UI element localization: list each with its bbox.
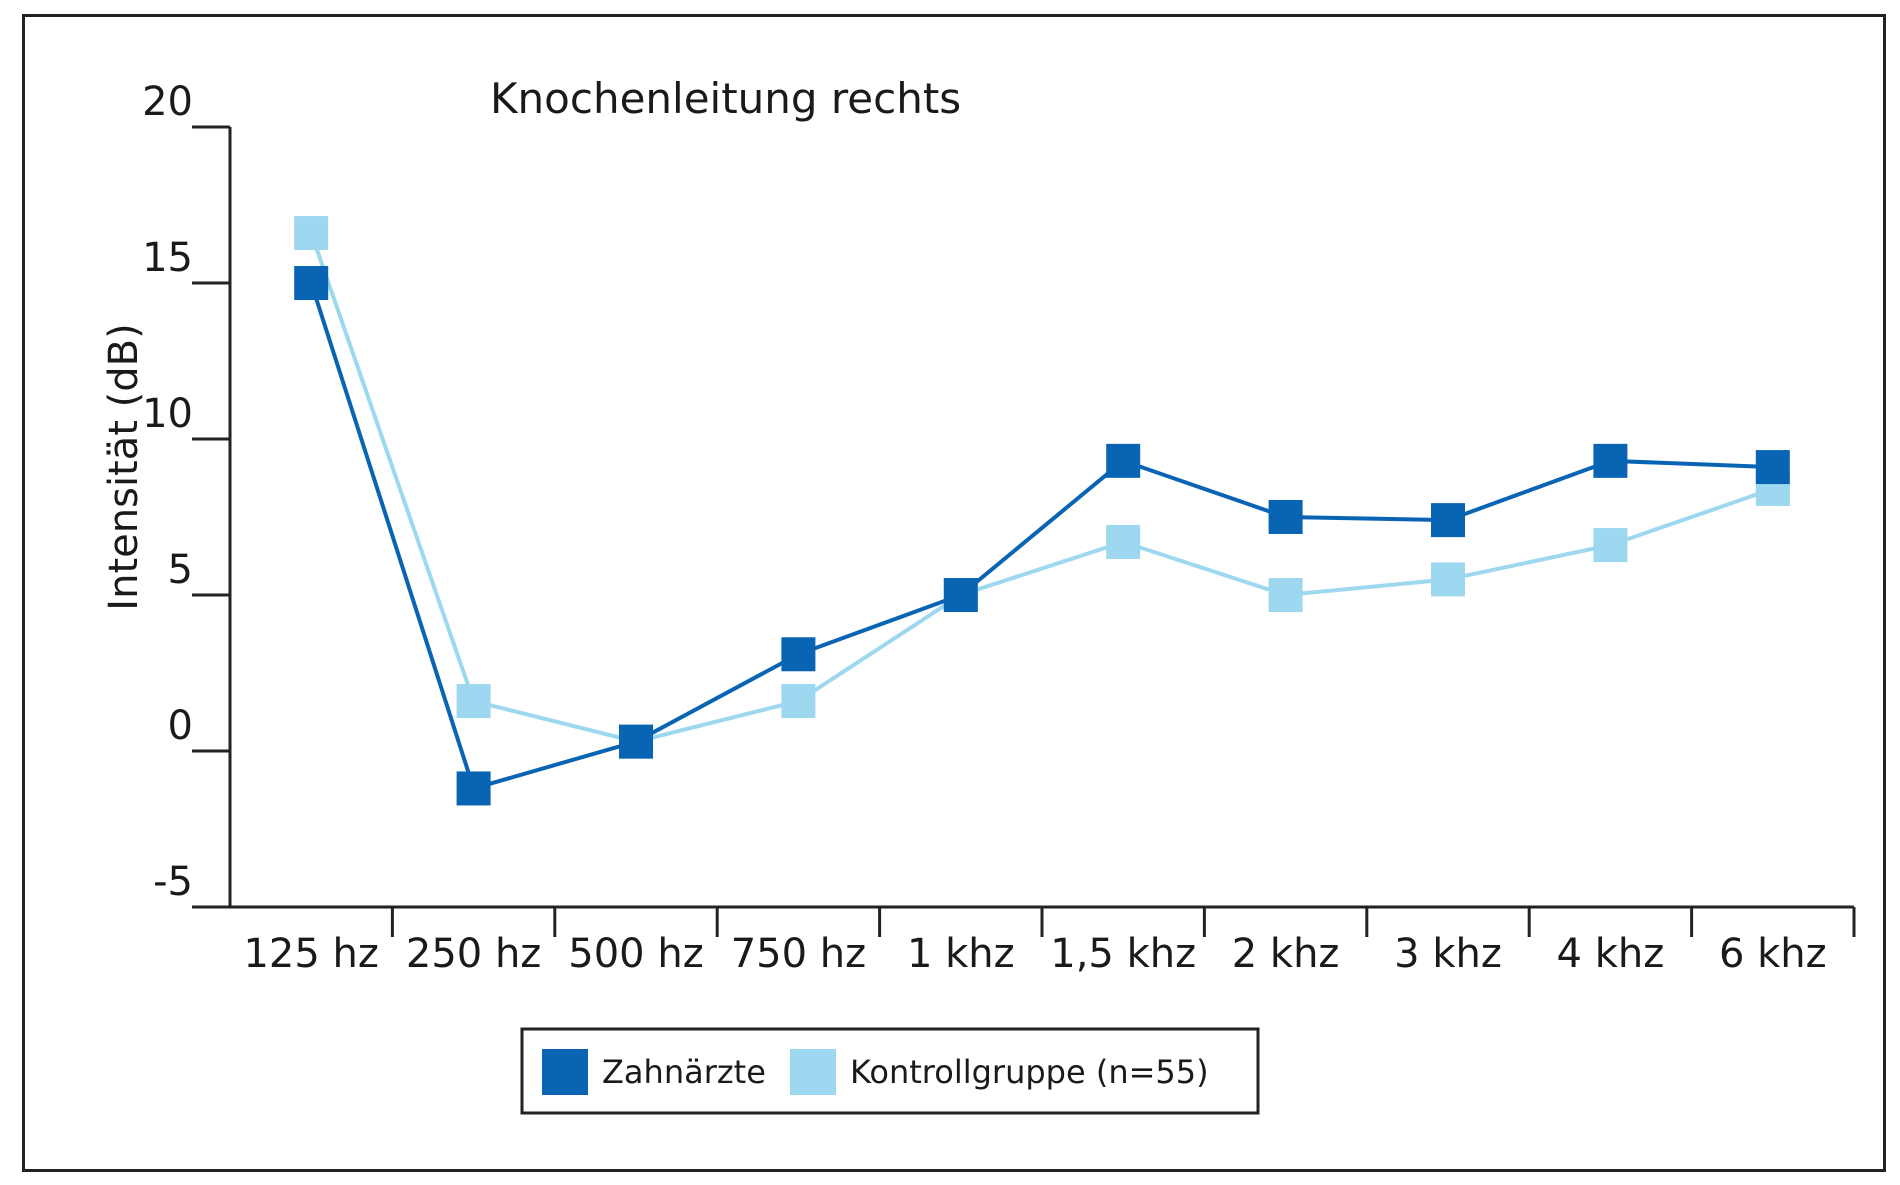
data-point-marker [1106,524,1141,559]
y-tick-label: 0 [168,703,193,749]
x-tick-label: 750 hz [731,931,866,977]
data-point-marker [1431,562,1465,597]
series-line [309,232,1774,744]
x-tick-label: 500 hz [568,931,703,977]
x-tick-label: 3 khz [1394,931,1502,977]
y-tick-label: 20 [142,79,193,125]
legend-swatch [542,1049,588,1095]
x-tick-label: 2 khz [1232,931,1340,977]
chart-series [294,216,1790,806]
legend-swatch [790,1049,836,1095]
data-point-marker [456,684,491,719]
chart-legend: Zahnärzte Kontrollgruppe (n=55) [520,1027,1260,1115]
tick-labels: 20 15 10 5 0 -5 125 hz 250 hz 500 hz 750 hz 1 khz 1… [142,79,1827,977]
chart-frame: 20 15 10 5 0 -5 125 hz 250 hz 500 hz 750 hz 1 khz 1… [22,14,1886,1172]
x-tick-label: 1,5 khz [1050,931,1196,977]
x-tick-label: 1 khz [907,931,1015,977]
x-tick-label: 250 hz [406,931,541,977]
y-tick-label: 15 [142,235,193,281]
data-point-marker [456,771,491,806]
data-point-marker [1593,443,1628,478]
chart-title: Knochenleitung rechts [490,74,961,123]
data-point-marker [1106,443,1141,478]
line-chart: 20 15 10 5 0 -5 125 hz 250 hz 500 hz 750 hz 1 khz 1… [101,74,1856,1115]
data-point-marker [294,266,329,300]
data-point-marker [781,637,816,672]
series-group [294,266,1790,806]
series-group [294,216,1790,759]
data-point-marker [1593,528,1628,563]
legend-label: Zahnärzte [602,1053,766,1091]
chart-axes [192,125,1856,937]
y-tick-label: -5 [153,859,193,905]
data-point-marker [1431,503,1465,538]
data-point-marker [1755,450,1790,485]
y-axis-label: Intensität (dB) [101,323,147,610]
x-tick-label: 125 hz [243,931,378,977]
data-point-marker [781,684,816,719]
data-point-marker [619,724,653,759]
legend-box [520,1027,1260,1115]
data-point-marker [1268,578,1303,612]
series-line [309,282,1773,791]
data-point-marker [943,578,978,612]
data-point-marker [1268,500,1303,534]
y-tick-label: 10 [142,391,193,437]
y-tick-label: 5 [168,547,193,593]
data-point-marker [294,216,329,251]
legend-label: Kontrollgruppe (n=55) [850,1053,1209,1091]
x-tick-label: 6 khz [1719,931,1827,977]
x-tick-label: 4 khz [1557,931,1665,977]
